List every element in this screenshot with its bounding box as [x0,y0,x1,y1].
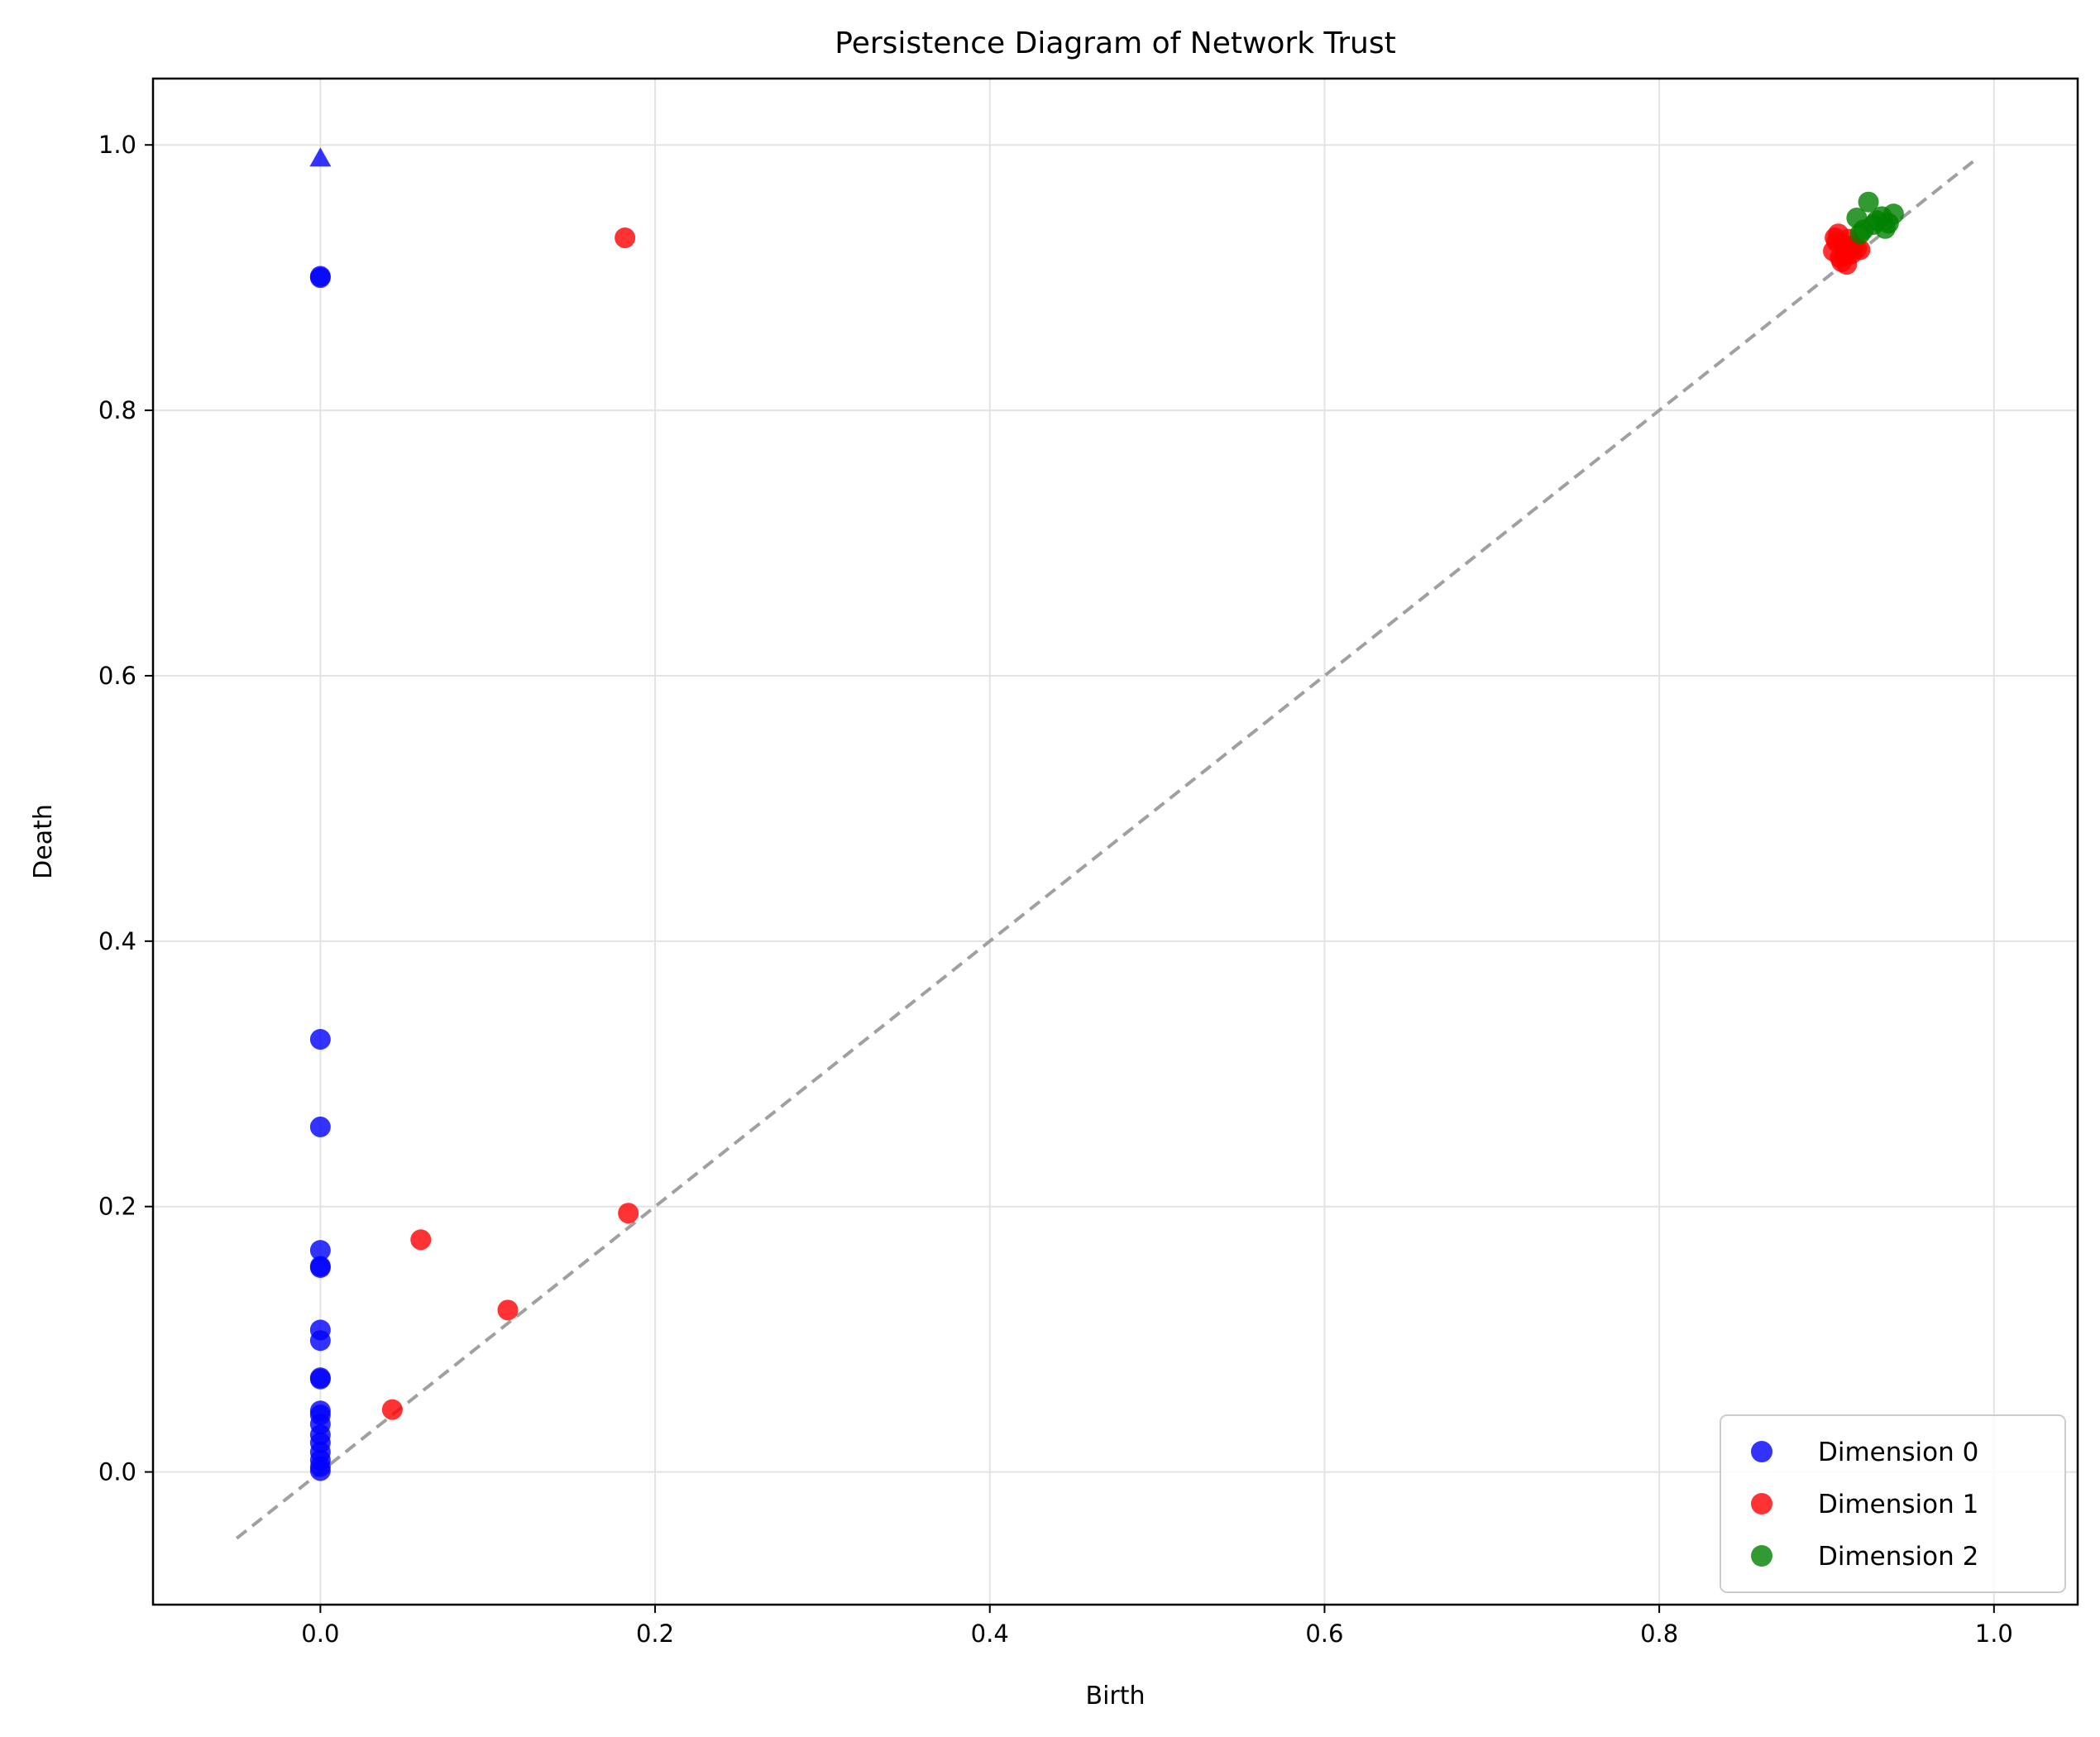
scatter-points [309,147,1904,1481]
y-tick-label: 0.0 [98,1458,136,1486]
y-tick-label: 0.2 [98,1193,136,1221]
x-tick-label: 0.4 [971,1620,1009,1648]
scatter-point-dim0 [309,1256,331,1278]
y-axis-label: Death [29,804,58,879]
plot-frame [151,77,2079,1606]
legend-label: Dimension 2 [1818,1542,1978,1572]
scatter-point-dim1 [381,1399,403,1420]
y-tick-label: 0.8 [98,396,136,424]
y-axis-ticks: 0.0 0.2 0.4 0.6 0.8 1.0 [98,131,153,1486]
chart-title: Persistence Diagram of Network Trust [835,26,1395,60]
scatter-point-dim0 [309,1029,331,1050]
scatter-point-dim0 [309,1460,331,1481]
scatter-point-dim1 [1835,244,1856,266]
diagonal-line [235,156,1978,1540]
x-tick-label: 1.0 [1975,1620,2013,1648]
scatter-point-dim0 [309,1367,331,1389]
y-tick-label: 0.4 [98,927,136,955]
x-axis-ticks: 0.0 0.2 0.4 0.6 0.8 1.0 [301,1605,2013,1648]
legend-box [1720,1414,2066,1593]
y-tick-label: 0.6 [98,662,136,690]
x-axis-label: Birth [1085,1682,1145,1711]
legend-marker [1751,1493,1772,1514]
scatter-point-dim1 [410,1229,432,1251]
scatter-point-dim0 [309,1240,331,1261]
scatter-point-dim0 [309,266,331,287]
grid [153,79,2078,1605]
legend-label: Dimension 0 [1818,1438,1978,1467]
x-tick-label: 0.0 [301,1620,339,1648]
legend-label: Dimension 1 [1818,1490,1978,1519]
x-tick-label: 0.2 [636,1620,674,1648]
scatter-point-dim2 [1858,191,1879,213]
scatter-point-dim2 [1853,219,1874,241]
scatter-point-dim1 [615,227,636,249]
scatter-point-dim0 [309,1116,331,1137]
x-tick-label: 0.8 [1640,1620,1678,1648]
legend-marker [1751,1545,1772,1567]
legend[interactable]: Dimension 0 Dimension 1 Dimension 2 [1720,1414,2066,1593]
legend-marker [1751,1441,1772,1462]
infinite-point-marker [309,147,332,167]
x-tick-label: 0.6 [1305,1620,1343,1648]
scatter-point-dim1 [618,1203,639,1224]
scatter-point-dim2 [1878,213,1899,234]
scatter-point-dim0 [309,1330,331,1352]
scatter-point-dim1 [497,1299,519,1321]
y-tick-label: 1.0 [98,131,136,159]
